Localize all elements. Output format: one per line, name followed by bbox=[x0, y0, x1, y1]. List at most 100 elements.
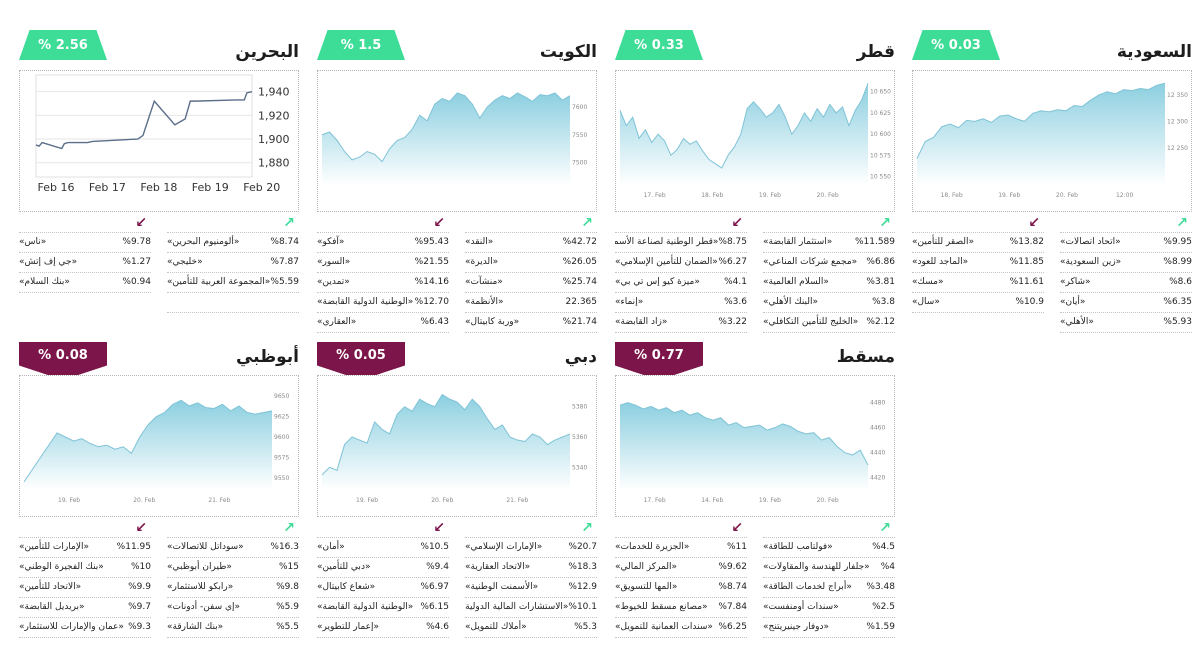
stock-name: «رابكو للاستثمار» bbox=[167, 582, 234, 592]
stock-name: «الخليج للتأمين التكافلي» bbox=[763, 317, 859, 327]
losers-table: «آفكو» %95.43 «السور» %21.55 «تمدين» %14.16… bbox=[317, 232, 449, 333]
market-panel-bahrain: البحرين % 2.56 1,880 1,900 1,920 1,940 Feb 1… bbox=[19, 30, 299, 313]
stock-change: %42.72 bbox=[562, 237, 597, 247]
table-row: «الأسمنت الوطنية» %12.9 bbox=[465, 577, 597, 597]
stock-change: %18.3 bbox=[568, 562, 597, 572]
stock-change: %11 bbox=[726, 542, 747, 552]
movers-tables: «ألومنيوم البحرين» %8.74 «خليجي» %7.87 «ال… bbox=[19, 232, 299, 313]
table-row: «المركز المالي» %9.62 bbox=[615, 557, 747, 577]
x-tick-label: 12:00 bbox=[1116, 192, 1133, 199]
stock-name: «الصقر للتأمين» bbox=[912, 237, 975, 247]
stock-name: «الأهلي» bbox=[1060, 317, 1094, 327]
stock-change: %8.99 bbox=[1163, 257, 1192, 267]
table-row: «إعمار للتطوير» %4.6 bbox=[317, 617, 449, 638]
stock-name: «وربة كابيتال» bbox=[465, 317, 520, 327]
stock-name: «زاد القابضة» bbox=[615, 317, 668, 327]
market-panel-abudhabi: أبوظبي % 0.08 9550 9575 9600 9625 9650 19. Fe… bbox=[19, 342, 299, 638]
change-badge: % 1.5 bbox=[317, 30, 405, 60]
stock-name: «الأنظمة» bbox=[465, 297, 504, 307]
table-row: «بنك الفجيرة الوطني» %10 bbox=[19, 557, 151, 577]
stock-change: %10 bbox=[130, 562, 151, 572]
stock-name: «الجزيرة للخدمات» bbox=[615, 542, 690, 552]
table-row: «مسك» %11.61 bbox=[912, 272, 1044, 292]
table-row: «وربة كابيتال» %21.74 bbox=[465, 312, 597, 333]
y-tick-label: 12 250 bbox=[1167, 145, 1188, 152]
stock-change: %8.74 bbox=[270, 237, 299, 247]
y-tick-label: 4440 bbox=[870, 450, 885, 457]
table-row: «سندات العمانية للتمويل» %6.25 bbox=[615, 617, 747, 638]
stock-name: «الوطنية الدولية القابضة» bbox=[317, 297, 414, 307]
stock-name: «شعاع كابيتال» bbox=[317, 582, 376, 592]
table-row: «ناس» %9.78 bbox=[19, 232, 151, 252]
arrow-up-icon: ↗ bbox=[1176, 215, 1188, 231]
table-row: «منشآت» %25.74 bbox=[465, 272, 597, 292]
change-badge: % 0.33 bbox=[615, 30, 703, 60]
table-row: «الوطنية الدولية القابضة» %6.15 bbox=[317, 597, 449, 617]
arrow-down-icon: ↙ bbox=[135, 215, 147, 231]
stock-name: «ميزة كيو إس تي بي» bbox=[615, 277, 700, 287]
panel-header: البحرين % 2.56 bbox=[19, 30, 299, 70]
x-tick-label: 21. Feb bbox=[208, 497, 230, 504]
stock-change: %7.84 bbox=[718, 602, 747, 612]
table-row: «إنماء» %3.6 bbox=[615, 292, 747, 312]
stock-name: «بنك الفجيرة الوطني» bbox=[19, 562, 104, 572]
stock-name: «الماجد للعود» bbox=[912, 257, 969, 267]
table-row: «بريديل القابضة» %9.7 bbox=[19, 597, 151, 617]
losers-table: «الصقر للتأمين» %13.82 «الماجد للعود» %11.… bbox=[912, 232, 1044, 333]
arrow-row: ↗ ↙ bbox=[615, 519, 895, 537]
x-tick-label: 17. Feb bbox=[644, 192, 666, 199]
x-tick-label: 19. Feb bbox=[759, 497, 781, 504]
index-chart: 1,880 1,900 1,920 1,940 Feb 16 Feb 17 Feb 18 Fe… bbox=[19, 70, 299, 212]
arrow-row: ↗ ↙ bbox=[317, 519, 597, 537]
stock-change: %2.5 bbox=[872, 602, 895, 612]
x-tick-label: 19. Feb bbox=[759, 192, 781, 199]
table-row: «السلام العالمية» %3.81 bbox=[763, 272, 895, 292]
stock-change: %3.48 bbox=[866, 582, 895, 592]
stock-change: %20.7 bbox=[568, 542, 597, 552]
table-row: «تمدين» %14.16 bbox=[317, 272, 449, 292]
stock-name: «عمان والإمارات للاستثمار» bbox=[19, 622, 124, 632]
table-row: «سندات أومنفست» %2.5 bbox=[763, 597, 895, 617]
stock-name: «قطر الوطنية لصناعة الأسمنت» bbox=[615, 237, 719, 247]
y-tick-label: 9575 bbox=[274, 454, 289, 461]
arrow-row: ↗ ↙ bbox=[317, 214, 597, 232]
stock-change: %21.74 bbox=[562, 317, 597, 327]
stock-change: %6.86 bbox=[866, 257, 895, 267]
stock-name: «الوطنية الدولية القابضة» bbox=[317, 602, 414, 612]
index-chart-svg: 9550 9575 9600 9625 9650 19. Feb 20. Feb 21. Fe… bbox=[23, 393, 289, 504]
stock-change: %9.62 bbox=[718, 562, 747, 572]
y-tick-label: 5380 bbox=[572, 404, 587, 411]
y-tick-label: 10 650 bbox=[870, 89, 891, 96]
stock-name: «تمدين» bbox=[317, 277, 350, 287]
arrow-row: ↗ ↙ bbox=[615, 214, 895, 232]
stock-change: 22.365 bbox=[565, 297, 598, 307]
table-row: «الوطنية الدولية القابضة» %12.70 bbox=[317, 292, 449, 312]
series-line bbox=[321, 92, 571, 163]
stock-name: «فولتامب للطاقة» bbox=[763, 542, 833, 552]
y-tick-label: 12 300 bbox=[1167, 118, 1188, 125]
y-tick-label: 4420 bbox=[870, 475, 885, 482]
panel-header: الكويت % 1.5 bbox=[317, 30, 597, 70]
stock-name: «منشآت» bbox=[465, 277, 503, 287]
market-title: الكويت bbox=[539, 42, 597, 62]
arrow-up-icon: ↗ bbox=[879, 520, 891, 536]
stock-change: %8.74 bbox=[718, 582, 747, 592]
table-row: «أيان» %6.35 bbox=[1060, 292, 1192, 312]
stock-change: %4 bbox=[880, 562, 895, 572]
stock-change: %6.43 bbox=[420, 317, 449, 327]
stock-change: %1.27 bbox=[122, 257, 151, 267]
x-tick-label: 20. Feb bbox=[133, 497, 155, 504]
market-panel-kuwait: الكويت % 1.5 7500 7550 7600 ↗ ↙ «النقد» %42… bbox=[317, 30, 598, 333]
index-chart: 4420 4440 4460 4480 17. Feb 14. Feb 19. Feb 20.… bbox=[615, 375, 895, 517]
table-row: «مجمع شركات المناعي» %6.86 bbox=[763, 252, 895, 272]
y-tick-label: 5360 bbox=[572, 434, 587, 441]
y-tick-label: 1,940 bbox=[258, 86, 290, 99]
index-chart-svg: 10 550 10 575 10 600 10 625 10 650 17. Feb 18.… bbox=[619, 83, 891, 199]
stock-change: %95.43 bbox=[414, 237, 449, 247]
stock-name: «أبراج لخدمات الطاقة» bbox=[763, 582, 852, 592]
y-tick-label: 5340 bbox=[572, 464, 587, 471]
index-chart-svg: 5340 5360 5380 19. Feb 20. Feb 21. Feb bbox=[321, 393, 587, 504]
index-chart-svg: 1,880 1,900 1,920 1,940 Feb 16 Feb 17 Feb 18 Fe… bbox=[35, 74, 290, 194]
y-tick-label: 7500 bbox=[572, 160, 587, 167]
table-row: «المجموعة العربية للتأمين» %5.59 bbox=[167, 272, 299, 292]
